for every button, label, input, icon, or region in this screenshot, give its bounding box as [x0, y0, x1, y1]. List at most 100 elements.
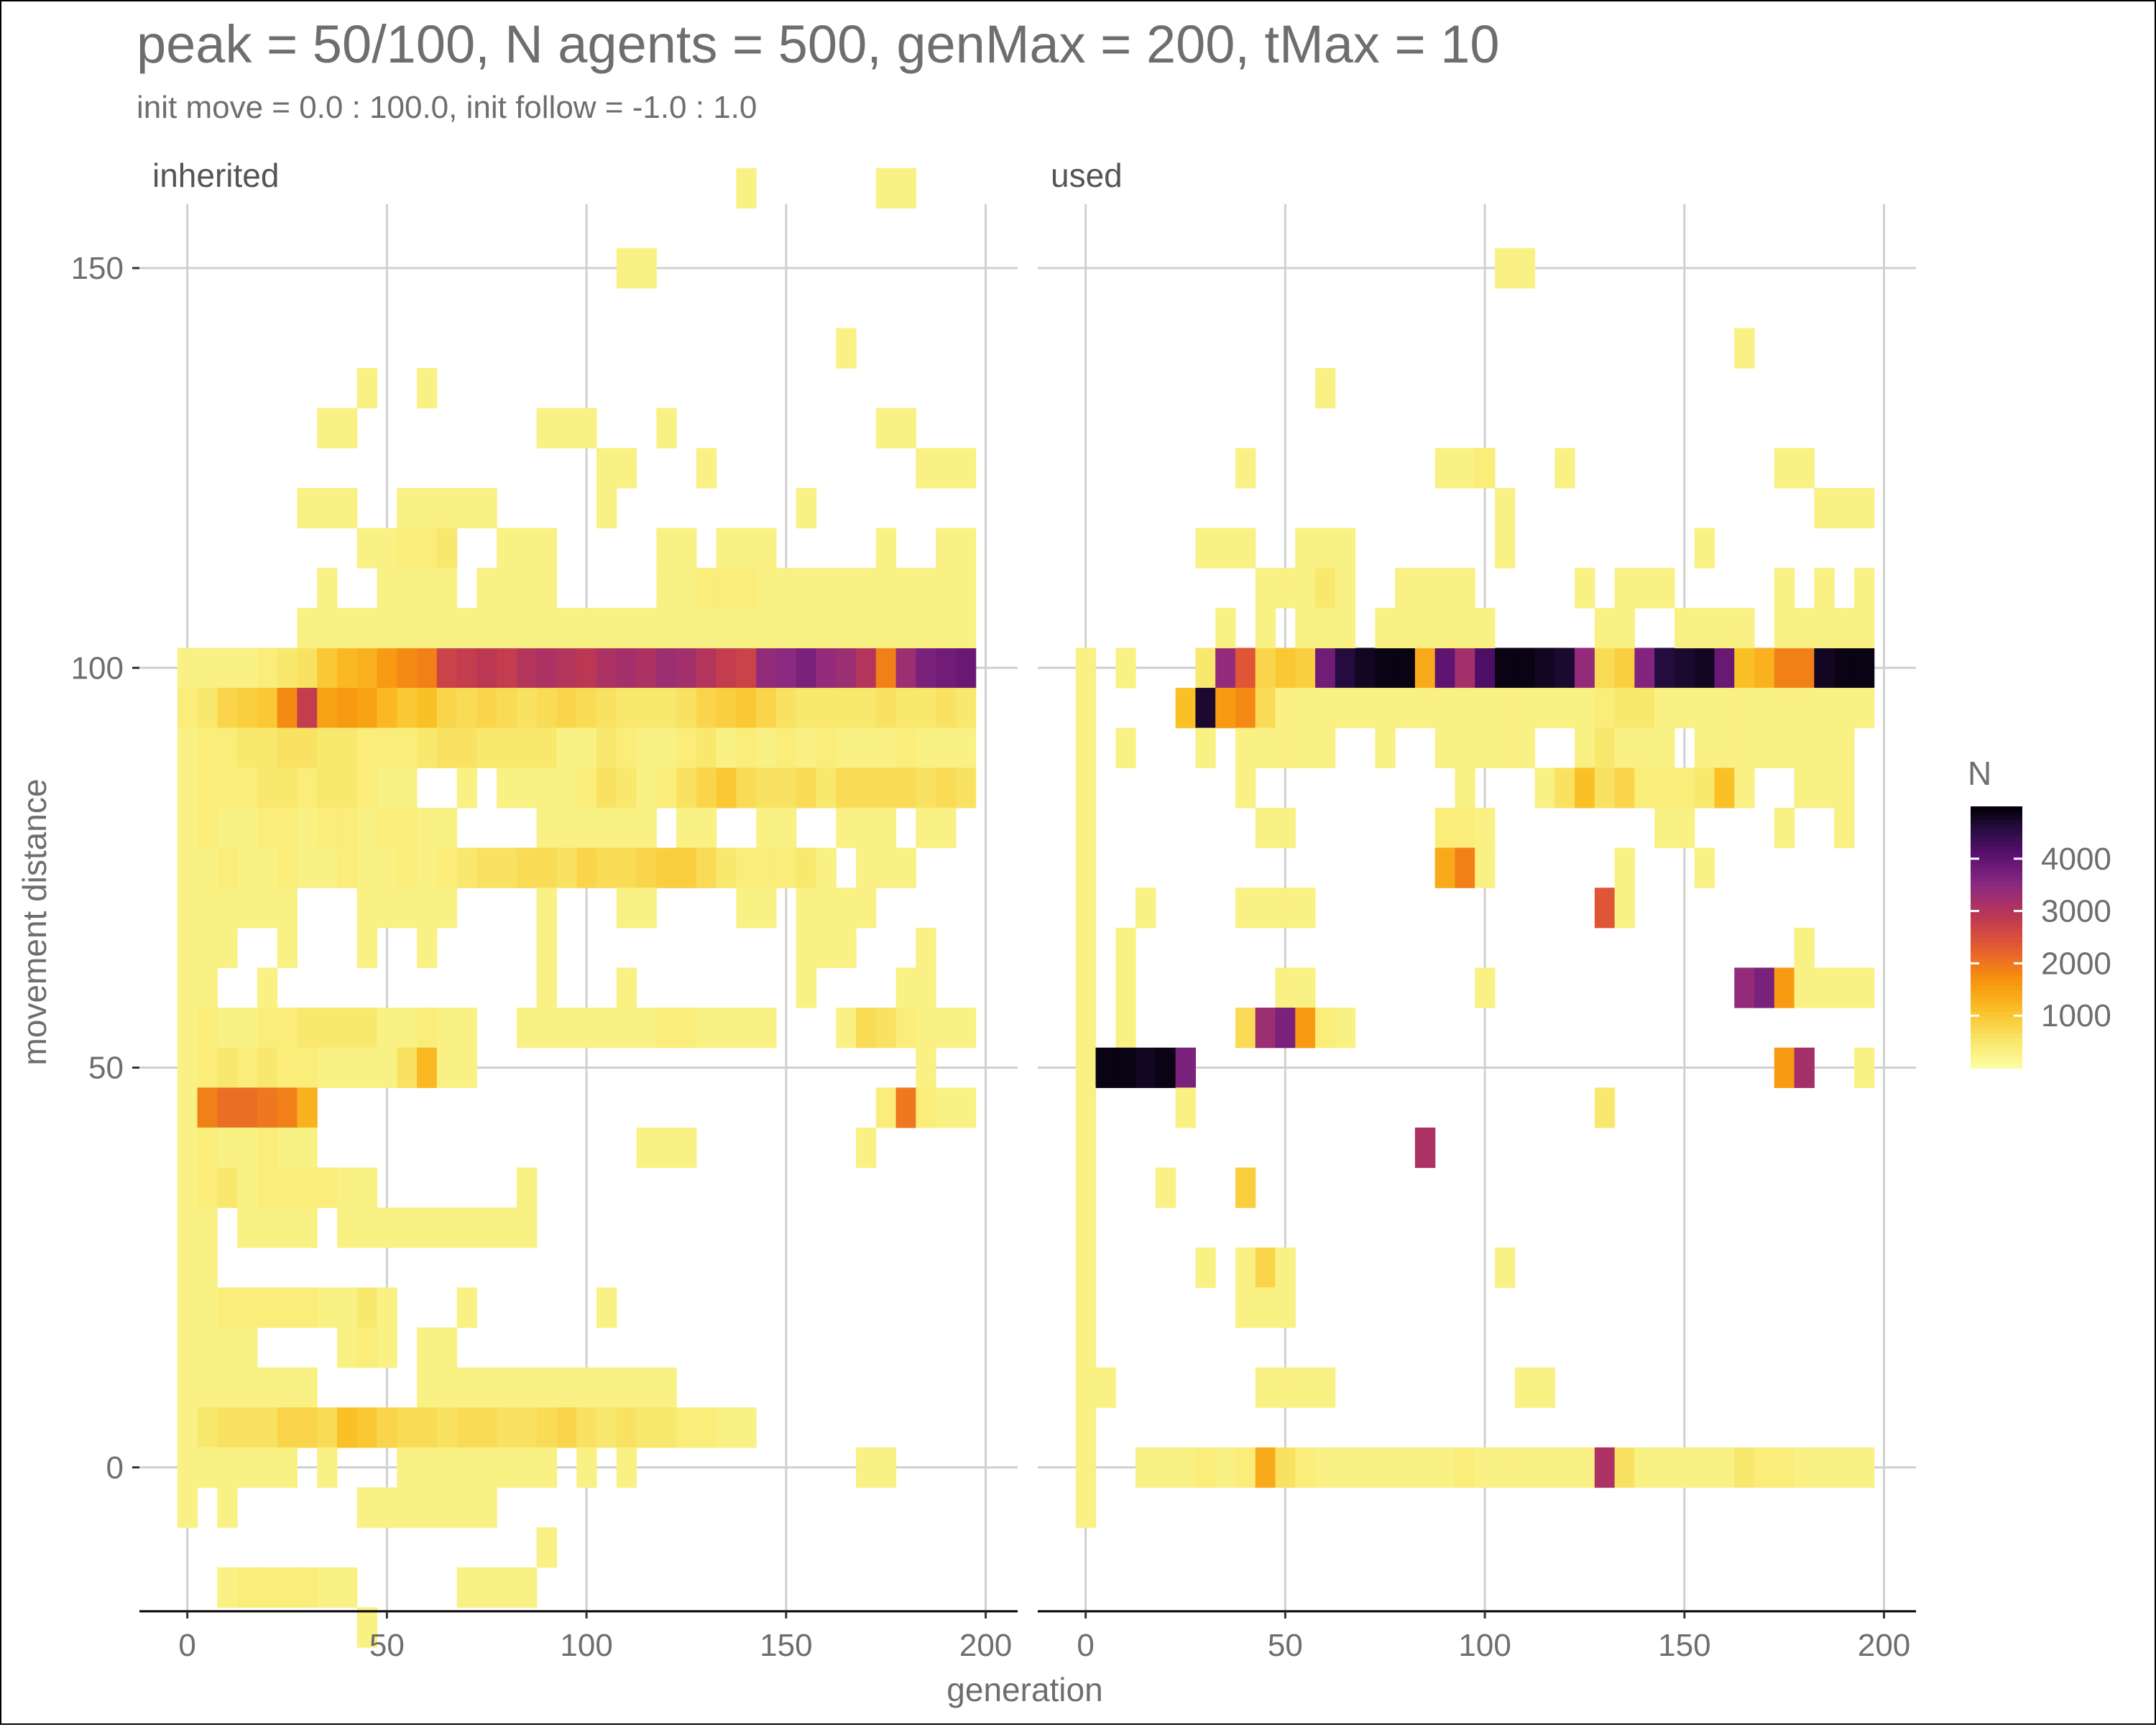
- heatmap-cell: [1514, 248, 1536, 289]
- heatmap-cell: [257, 1287, 278, 1328]
- heatmap-cell: [936, 528, 957, 568]
- heatmap-cell: [1674, 807, 1695, 849]
- heatmap-cell: [317, 407, 338, 448]
- heatmap-cell: [1734, 1447, 1755, 1488]
- heatmap-cell: [816, 607, 837, 649]
- heatmap-cell: [1654, 688, 1675, 729]
- heatmap-cell: [1694, 607, 1715, 649]
- heatmap-cell: [1235, 1287, 1256, 1328]
- panel-used: used 0 50 100 150 200: [1038, 157, 1916, 1663]
- heatmap-cell: [297, 768, 318, 809]
- heatmap-cell: [1774, 967, 1795, 1008]
- heatmap-cell: [356, 847, 378, 888]
- heatmap-cell: [336, 688, 358, 729]
- heatmap-cell: [955, 1087, 977, 1128]
- heatmap-cell: [895, 407, 916, 448]
- legend-color-segment: [1971, 928, 2022, 934]
- heatmap-cell: [1514, 1447, 1536, 1488]
- heatmap-cell: [596, 807, 617, 849]
- heatmap-cell: [217, 1487, 238, 1528]
- heatmap-cell: [356, 768, 378, 809]
- legend-color-segment: [1971, 1016, 2022, 1021]
- heatmap-cell: [417, 727, 438, 768]
- x-tick-label: 150: [760, 1628, 812, 1663]
- heatmap-cell: [297, 688, 318, 729]
- heatmap-cell: [875, 1447, 897, 1488]
- heatmap-cell: [1634, 1447, 1655, 1488]
- heatmap-cell: [536, 607, 558, 649]
- heatmap-cell: [356, 368, 378, 409]
- y-tick-label: 150: [71, 251, 124, 286]
- heatmap-cell: [297, 1407, 318, 1448]
- heatmap-cell: [1475, 448, 1496, 489]
- legend-color-segment: [1971, 989, 2022, 995]
- heatmap-cell: [1375, 688, 1396, 729]
- heatmap-cell: [277, 1087, 298, 1128]
- heatmap-cell: [237, 888, 258, 929]
- heatmap-cell: [816, 768, 837, 809]
- heatmap-cell: [377, 1047, 397, 1088]
- heatmap-cell: [397, 688, 418, 729]
- heatmap-cell: [356, 1607, 378, 1648]
- heatmap-cell: [397, 528, 418, 568]
- heatmap-cell: [1075, 688, 1097, 729]
- heatmap-cell: [955, 688, 977, 729]
- heatmap-cell: [377, 648, 397, 689]
- heatmap-cell: [576, 727, 597, 768]
- heatmap-cell: [1853, 487, 1875, 529]
- heatmap-cell: [1075, 927, 1097, 969]
- legend-color-segment: [1971, 950, 2022, 956]
- heatmap-cell: [895, 768, 916, 809]
- heatmap-cell: [177, 1207, 198, 1248]
- heatmap-cell: [356, 807, 378, 849]
- heatmap-cell: [536, 727, 558, 768]
- strip-label: inherited: [152, 157, 279, 194]
- heatmap-cell: [596, 847, 617, 888]
- heatmap-cell: [736, 888, 757, 929]
- heatmap-cell: [297, 1167, 318, 1208]
- heatmap-cell: [1714, 1447, 1735, 1488]
- heatmap-cell: [1195, 688, 1216, 729]
- heatmap-cell: [1095, 1367, 1116, 1408]
- heatmap-cell: [1075, 1487, 1097, 1528]
- heatmap-cell: [436, 727, 458, 768]
- heatmap-cell: [197, 1087, 218, 1128]
- heatmap-cell: [836, 768, 857, 809]
- heatmap-cell: [916, 648, 936, 689]
- heatmap-cell: [1734, 967, 1755, 1008]
- heatmap-cell: [456, 607, 477, 649]
- heatmap-cell: [676, 768, 697, 809]
- heatmap-cell: [336, 407, 358, 448]
- heatmap-cell: [936, 727, 957, 768]
- heatmap-cell: [197, 1327, 218, 1368]
- heatmap-cell: [596, 688, 617, 729]
- heatmap-cell: [1135, 888, 1156, 929]
- heatmap-cell: [916, 1008, 936, 1049]
- heatmap-cell: [936, 568, 957, 609]
- heatmap-cell: [476, 1567, 497, 1608]
- legend-color-segment: [1971, 806, 2022, 811]
- heatmap-cell: [1414, 688, 1436, 729]
- heatmap-cell: [1634, 768, 1655, 809]
- legend-color-segment: [1971, 867, 2022, 872]
- y-tick-label: 0: [106, 1450, 124, 1486]
- heatmap-cell: [1575, 1447, 1595, 1488]
- heatmap-cell: [816, 568, 837, 609]
- heatmap-cell: [616, 1008, 637, 1049]
- heatmap-cell: [1475, 607, 1496, 649]
- heatmap-cell: [955, 768, 977, 809]
- heatmap-cell: [696, 1407, 717, 1448]
- heatmap-cell: [436, 888, 458, 929]
- heatmap-cell: [257, 1008, 278, 1049]
- heatmap-cell: [1235, 727, 1256, 768]
- heatmap-cell: [736, 528, 757, 568]
- heatmap-cell: [436, 847, 458, 888]
- heatmap-cell: [796, 768, 817, 809]
- heatmap-cell: [895, 847, 916, 888]
- heatmap-cell: [417, 1327, 438, 1368]
- heatmap-cell: [1834, 1447, 1855, 1488]
- heatmap-cell: [736, 1008, 757, 1049]
- heatmap-cell: [716, 727, 737, 768]
- heatmap-cell: [516, 688, 538, 729]
- legend-color-segment: [1971, 902, 2022, 908]
